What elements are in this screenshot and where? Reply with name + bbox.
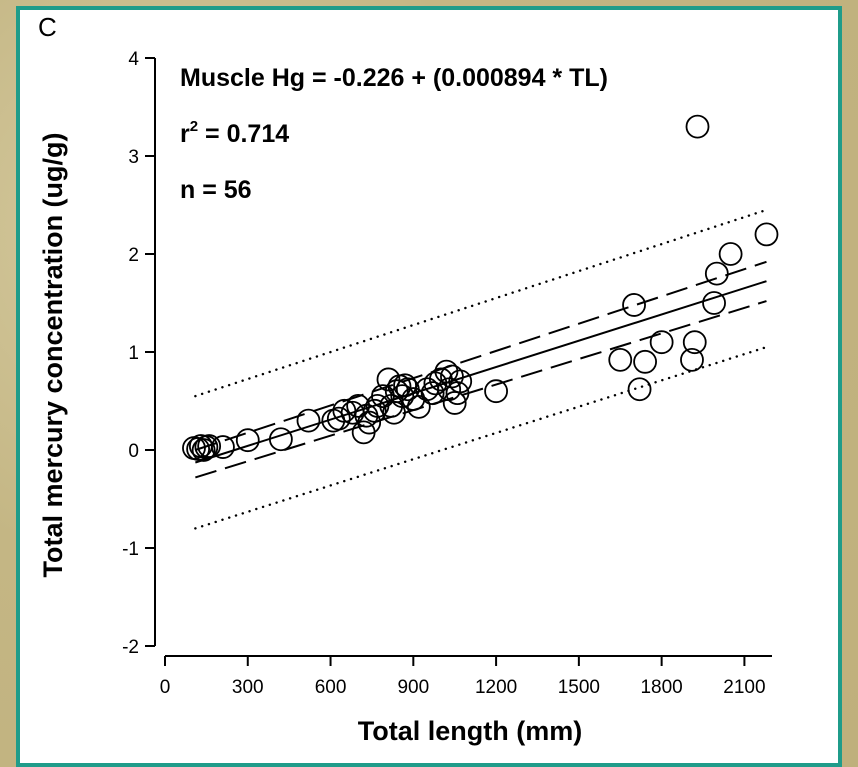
data-point <box>484 379 508 404</box>
data-point <box>442 391 467 415</box>
data-point <box>406 394 431 419</box>
data-point <box>296 408 321 433</box>
data-point <box>420 381 445 406</box>
data-point <box>326 406 351 431</box>
x-tick-label: 0 <box>160 677 171 698</box>
data-point <box>702 291 726 315</box>
y-tick-label: -1 <box>122 539 139 560</box>
n-annotation: n = 56 <box>180 176 252 204</box>
confidence-band-lower <box>195 300 767 479</box>
y-tick-label: 0 <box>128 441 139 462</box>
data-point <box>197 434 222 458</box>
x-tick-label: 1200 <box>475 677 517 698</box>
x-tick-label: 1500 <box>558 677 600 698</box>
data-point <box>680 347 704 372</box>
data-point <box>627 377 652 402</box>
data-point <box>448 369 473 394</box>
data-point <box>390 384 415 409</box>
panel-label: C <box>38 12 57 42</box>
y-tick-label: 4 <box>128 49 139 70</box>
r-squared-annotation: r2 = 0.714 <box>180 118 289 148</box>
confidence-band-upper <box>195 260 767 451</box>
x-axis-title: Total length (mm) <box>358 716 582 746</box>
prediction-band-upper <box>194 208 768 398</box>
data-point <box>357 410 382 435</box>
y-tick-label: 2 <box>128 245 139 266</box>
x-tick-label: 900 <box>397 677 429 698</box>
equation-annotation: Muscle Hg = -0.226 + (0.000894 * TL) <box>180 64 608 92</box>
y-tick-label: 3 <box>128 147 139 168</box>
data-point <box>362 398 387 423</box>
data-point <box>608 347 633 372</box>
y-tick-label: -2 <box>122 637 139 658</box>
regression-line <box>195 280 767 464</box>
data-point <box>384 379 409 404</box>
scatter-chart: C Total mercury concentration (ug/g) Tot… <box>38 12 779 746</box>
data-point <box>633 349 657 374</box>
data-point <box>622 293 646 317</box>
y-axis-title: Total mercury concentration (ug/g) <box>38 132 68 577</box>
data-point <box>211 435 235 459</box>
data-point <box>332 398 357 423</box>
x-tick-label: 300 <box>232 677 264 698</box>
y-tick-label: 1 <box>128 343 139 364</box>
data-point <box>268 427 293 452</box>
x-tick-label: 1800 <box>640 677 682 698</box>
data-point <box>682 330 707 355</box>
data-point <box>235 428 260 453</box>
x-tick-label: 2100 <box>723 677 765 698</box>
data-point <box>704 261 729 286</box>
data-point <box>445 381 470 406</box>
figure-frame: C Total mercury concentration (ug/g) Tot… <box>16 6 842 767</box>
data-point <box>685 114 710 139</box>
x-tick-label: 600 <box>315 677 347 698</box>
data-point <box>754 222 779 247</box>
data-point <box>191 438 216 462</box>
data-point <box>718 242 743 266</box>
data-point <box>649 330 674 355</box>
prediction-band-lower <box>194 345 768 530</box>
